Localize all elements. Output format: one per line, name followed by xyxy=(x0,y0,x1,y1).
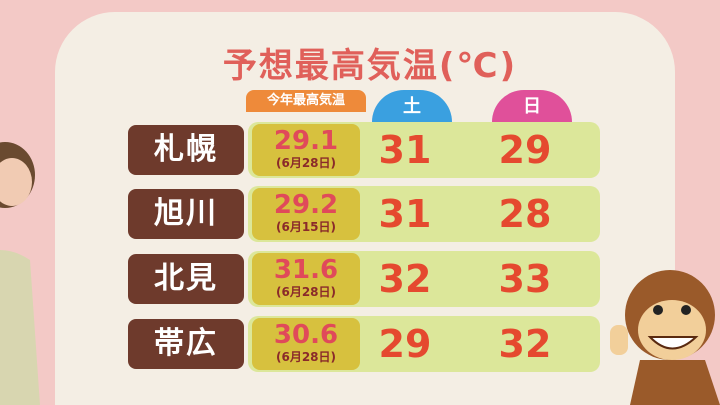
this-year-value: 29.2 xyxy=(273,190,339,220)
table-row: 旭川 29.2 (6月15日) 31 28 xyxy=(128,186,600,242)
sat-temp: 32 xyxy=(378,257,432,301)
table-row: 北見 31.6 (6月28日) 32 33 xyxy=(128,251,600,307)
this-year-max: 29.2 (6月15日) xyxy=(252,188,360,240)
this-year-max: 31.6 (6月28日) xyxy=(252,253,360,305)
this-year-max-header: 今年最高気温 xyxy=(246,90,366,112)
this-year-max: 30.6 (6月28日) xyxy=(252,318,360,370)
this-year-value: 29.1 xyxy=(273,126,339,156)
city-name: 北見 xyxy=(128,254,244,304)
this-year-value: 31.6 xyxy=(273,255,339,285)
this-year-value: 30.6 xyxy=(273,320,339,350)
table-row: 帯広 30.6 (6月28日) 29 32 xyxy=(128,316,600,372)
this-year-date: (6月28日) xyxy=(275,285,337,299)
monkey-mascot-image xyxy=(610,270,720,405)
city-name: 帯広 xyxy=(128,319,244,369)
page-title: 予想最高気温(℃) xyxy=(222,46,518,86)
city-name: 札幌 xyxy=(128,125,244,175)
this-year-date: (6月28日) xyxy=(275,350,337,364)
sun-temp: 28 xyxy=(498,192,552,236)
sun-temp: 32 xyxy=(498,322,552,366)
presenter-image xyxy=(0,142,40,405)
sat-temp: 31 xyxy=(378,128,432,172)
this-year-max: 29.1 (6月28日) xyxy=(252,124,360,176)
sun-temp: 33 xyxy=(498,257,552,301)
sun-temp: 29 xyxy=(498,128,552,172)
saturday-header: 土 xyxy=(372,90,452,122)
this-year-date: (6月28日) xyxy=(275,156,337,170)
this-year-date: (6月15日) xyxy=(275,220,337,234)
city-name: 旭川 xyxy=(128,189,244,239)
sunday-header: 日 xyxy=(492,90,572,122)
sat-temp: 29 xyxy=(378,322,432,366)
sat-temp: 31 xyxy=(378,192,432,236)
table-row: 札幌 29.1 (6月28日) 31 29 xyxy=(128,122,600,178)
